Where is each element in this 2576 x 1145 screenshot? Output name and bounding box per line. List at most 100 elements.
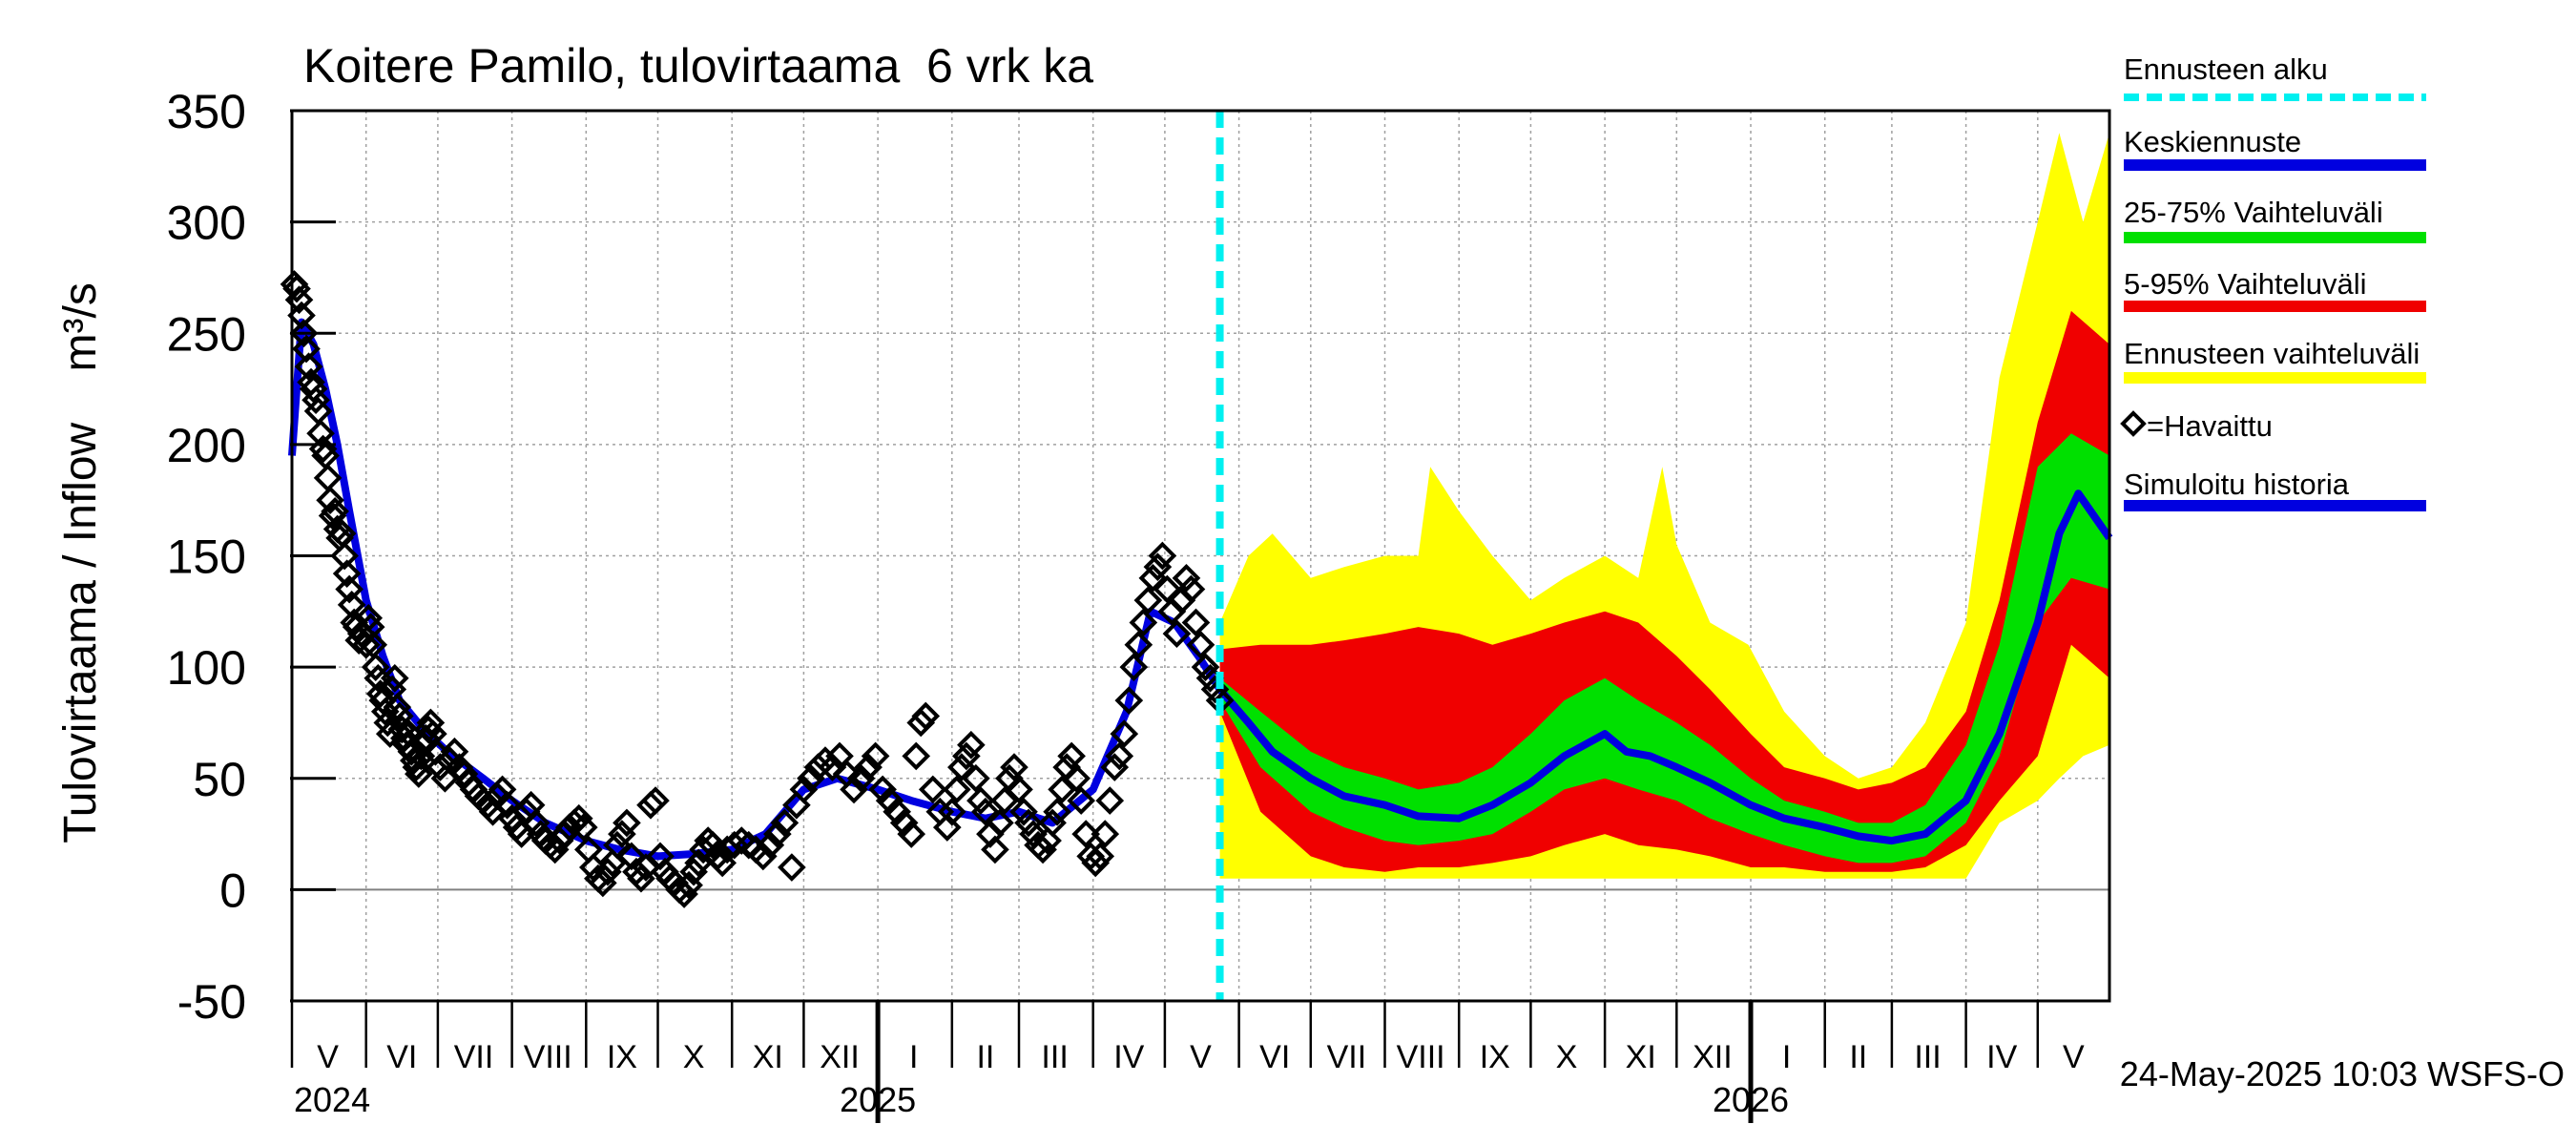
observed-point <box>1028 835 1057 864</box>
observed-point <box>1129 608 1158 637</box>
y-tick-label: 100 <box>167 641 246 695</box>
observed-point <box>1114 686 1144 715</box>
observed-point <box>932 813 962 842</box>
legend-marker-observed <box>2120 410 2147 437</box>
y-axis: -50 0 50 100 150 200 250 300 350 <box>167 85 336 1029</box>
x-month-label: VIII <box>524 1039 572 1075</box>
observed-point <box>569 813 598 842</box>
x-month-label: IV <box>1986 1039 2017 1075</box>
observed-point <box>1110 719 1139 748</box>
observed-point <box>1148 541 1177 571</box>
observed-point <box>789 775 819 804</box>
y-tick-label: 350 <box>167 85 246 138</box>
observed-point <box>1081 848 1111 878</box>
observed-point <box>1105 741 1134 771</box>
observed-point <box>370 697 400 726</box>
y-tick-label: 0 <box>219 864 246 917</box>
timestamp: 24-May-2025 10:03 WSFS-O <box>2120 1054 2565 1093</box>
x-month-label: VII <box>454 1039 494 1075</box>
x-month-label: V <box>2063 1039 2085 1075</box>
x-month-label: XI <box>1626 1039 1656 1075</box>
observed-point <box>1095 786 1125 815</box>
observed-point <box>889 808 919 838</box>
observed-point <box>380 663 409 693</box>
legend-label: Simuloitu historia <box>2124 468 2350 501</box>
x-month-label: XII <box>1693 1039 1733 1075</box>
band-5-95-vaihteluv-li <box>1219 310 2109 872</box>
observed-point <box>906 708 936 738</box>
observed-point <box>883 797 911 826</box>
observed-point <box>383 693 412 721</box>
x-month-label: V <box>1190 1039 1212 1075</box>
x-month-label: I <box>1782 1039 1791 1075</box>
x-month-label: X <box>683 1039 705 1075</box>
x-month-label: VII <box>1327 1039 1367 1075</box>
legend-label: Ennusteen alku <box>2124 52 2328 86</box>
observed-point <box>797 763 825 793</box>
x-year-label: 2024 <box>294 1080 370 1119</box>
observed-point <box>861 741 890 771</box>
observed-point <box>770 808 800 838</box>
observed-point <box>641 786 670 815</box>
observed-point <box>1119 653 1149 681</box>
observed-point <box>375 719 405 748</box>
observed-point <box>1086 842 1115 871</box>
observed-point <box>679 857 708 886</box>
observed-point <box>971 797 1000 826</box>
y-tick-label: 150 <box>167 531 246 584</box>
observed-point <box>416 708 446 738</box>
observed-point <box>282 274 311 303</box>
observed-point <box>818 753 847 781</box>
y-tick-label: -50 <box>177 975 246 1029</box>
observed-point <box>846 763 876 793</box>
x-month-label: III <box>1041 1039 1068 1075</box>
observed-point <box>981 835 1009 864</box>
x-year-label: 2025 <box>840 1080 916 1119</box>
observed-point <box>734 830 763 860</box>
observed-point <box>332 559 362 588</box>
x-month-label: VIII <box>1397 1039 1445 1075</box>
observed-point <box>1005 775 1033 804</box>
observed-point <box>1057 741 1086 771</box>
observed-point <box>351 630 381 659</box>
observed-point <box>1067 786 1095 815</box>
observed-point <box>361 653 390 681</box>
x-month-label: XII <box>820 1039 860 1075</box>
observed-point <box>492 790 522 820</box>
observed-point <box>384 701 414 731</box>
x-month-label: II <box>1849 1039 1867 1075</box>
x-month-label: VI <box>386 1039 417 1075</box>
observed-point <box>287 301 316 330</box>
observed-markers <box>280 270 1235 908</box>
x-month-label: IV <box>1113 1039 1144 1075</box>
y-tick-label: 250 <box>167 307 246 361</box>
observed-point <box>419 719 447 748</box>
observed-point <box>986 808 1014 838</box>
observed-point <box>1043 797 1071 826</box>
y-axis-label: Tulovirtaama / Inflow m³/s <box>55 282 106 843</box>
observed-point <box>1071 820 1101 848</box>
observed-point <box>321 497 349 526</box>
y-tick-label: 200 <box>167 419 246 472</box>
observed-point <box>756 830 785 860</box>
observed-point <box>335 574 364 604</box>
chart-title: Koitere Pamilo, tulovirtaama 6 vrk ka <box>303 39 1093 93</box>
band-25-75-vaihteluv-li <box>1219 433 2109 864</box>
observed-point <box>405 760 433 788</box>
legend: Ennusteen alku Keskiennuste 25-75% Vaihtel… <box>2120 52 2426 511</box>
observed-point <box>1091 820 1120 848</box>
forecast-bands <box>1219 133 2109 879</box>
observed-point <box>1133 586 1163 614</box>
observed-point <box>897 820 926 848</box>
observed-point <box>1191 653 1220 681</box>
observed-point <box>356 613 385 641</box>
observed-point <box>1009 797 1038 826</box>
observed-point <box>911 701 941 731</box>
observed-point <box>840 775 868 804</box>
observed-point <box>1062 763 1091 793</box>
observed-point <box>763 820 792 848</box>
observed-point <box>1000 753 1028 781</box>
legend-label: 25-75% Vaihteluväli <box>2124 196 2383 229</box>
